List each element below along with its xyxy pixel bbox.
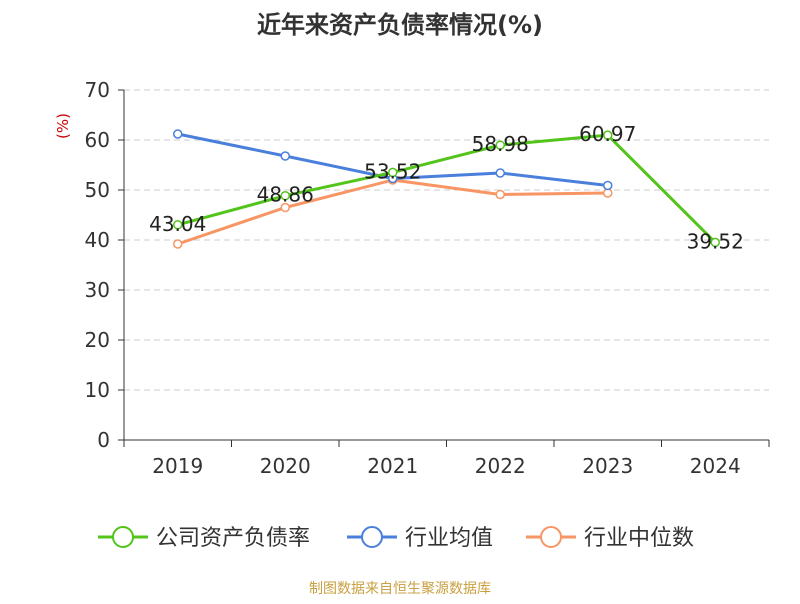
legend-label: 公司资产负债率 [156, 526, 310, 551]
series-line [177, 178, 608, 246]
source-note: 制图数据来自恒生聚源数据库 [309, 581, 491, 597]
chart-title: 近年来资产负债率情况(%) [257, 11, 543, 39]
legend-marker [361, 526, 383, 548]
x-tick-label: 2020 [260, 454, 311, 478]
data-point [495, 168, 505, 178]
data-point [173, 220, 183, 230]
grid-lines [124, 89, 769, 391]
data-label: 43.04 [149, 212, 206, 236]
y-axis-label: (%) [54, 113, 72, 139]
y-tick-label: 20 [85, 328, 110, 352]
legend-label: 行业中位数 [584, 526, 694, 551]
data-point [173, 239, 183, 249]
data-point [710, 237, 720, 248]
x-tick-label: 2019 [152, 454, 203, 478]
data-point [280, 151, 290, 161]
data-point [388, 167, 398, 178]
data-point [603, 130, 613, 140]
data-point [280, 190, 290, 201]
series-0 [173, 130, 720, 248]
legend-label: 行业均值 [405, 526, 493, 551]
legend-marker [540, 526, 562, 548]
data-point [603, 180, 613, 191]
y-tick-label: 50 [85, 178, 110, 202]
data-point [495, 140, 505, 150]
x-tick-label: 2024 [690, 454, 741, 478]
axes: 0 10 20 30 40 50 60 70 2019 2020 2021 2022 2023 2024 [85, 78, 770, 478]
series-2 [173, 175, 613, 249]
legend-item: 行业中位数 [526, 526, 694, 551]
data-labels: 43.04 48.86 53.52 58.98 60.97 39.52 [149, 122, 744, 253]
data-point [173, 129, 183, 139]
series-line [177, 133, 717, 244]
data-point [280, 202, 290, 213]
legend: 公司资产负债率 行业均值 行业中位数 [98, 526, 694, 551]
x-tick-label: 2023 [582, 454, 633, 478]
x-tick-label: 2021 [367, 454, 418, 478]
series-lines [173, 129, 720, 249]
legend-marker [112, 526, 134, 548]
y-tick-label: 40 [85, 228, 110, 252]
y-tick-label: 70 [85, 78, 110, 102]
data-label: 60.97 [579, 122, 636, 146]
y-tick-label: 30 [85, 278, 110, 302]
data-point [495, 189, 505, 200]
x-tick-label: 2022 [475, 454, 526, 478]
data-label: 48.86 [257, 183, 314, 207]
data-label: 58.98 [472, 132, 529, 156]
data-label: 39.52 [687, 229, 744, 253]
legend-item: 公司资产负债率 [98, 526, 310, 551]
y-tick-label: 10 [85, 378, 110, 402]
legend-item: 行业均值 [347, 526, 493, 551]
y-tick-label: 60 [85, 128, 110, 152]
data-label: 53.52 [364, 159, 421, 183]
y-tick-label: 0 [97, 428, 110, 452]
